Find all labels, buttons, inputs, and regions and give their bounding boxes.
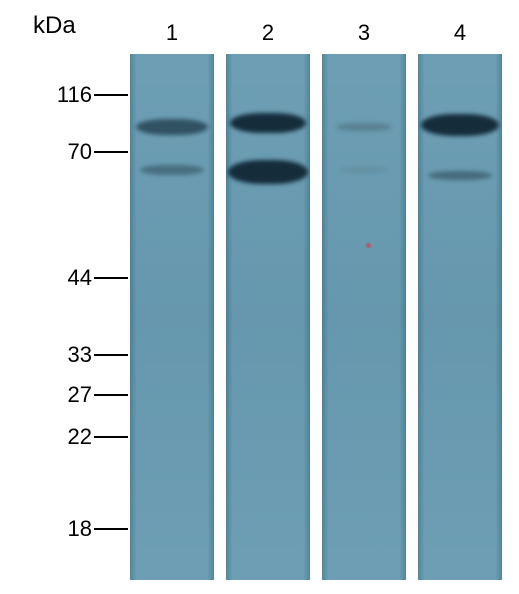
protein-band <box>140 165 204 175</box>
marker-tick <box>94 436 128 438</box>
blot-lane <box>130 54 214 580</box>
artifact-speck <box>366 243 371 248</box>
protein-band <box>230 113 306 133</box>
lane-number: 3 <box>349 20 379 46</box>
blot-lane <box>322 54 406 580</box>
protein-band <box>136 119 208 135</box>
marker-tick <box>94 151 128 153</box>
marker-tick <box>94 94 128 96</box>
marker-tick <box>94 394 128 396</box>
marker-label: 116 <box>32 82 92 108</box>
marker-label: 22 <box>32 424 92 450</box>
protein-band <box>340 167 388 173</box>
lane-number: 1 <box>157 20 187 46</box>
marker-label: 33 <box>32 342 92 368</box>
lane-number: 4 <box>445 20 475 46</box>
blot-lane <box>226 54 310 580</box>
lane-number: 2 <box>253 20 283 46</box>
western-blot-figure: kDa 116 70 44 33 27 22 18 1 2 3 4 <box>0 0 519 594</box>
marker-label: 18 <box>32 516 92 542</box>
blot-lane <box>418 54 502 580</box>
protein-band <box>421 114 499 136</box>
protein-band <box>428 171 492 180</box>
marker-tick <box>94 354 128 356</box>
marker-label: 70 <box>32 139 92 165</box>
protein-band <box>336 123 392 131</box>
marker-label: 27 <box>32 382 92 408</box>
protein-band <box>228 160 308 184</box>
kda-header: kDa <box>33 12 76 40</box>
marker-tick <box>94 277 128 279</box>
marker-label: 44 <box>32 265 92 291</box>
marker-tick <box>94 528 128 530</box>
